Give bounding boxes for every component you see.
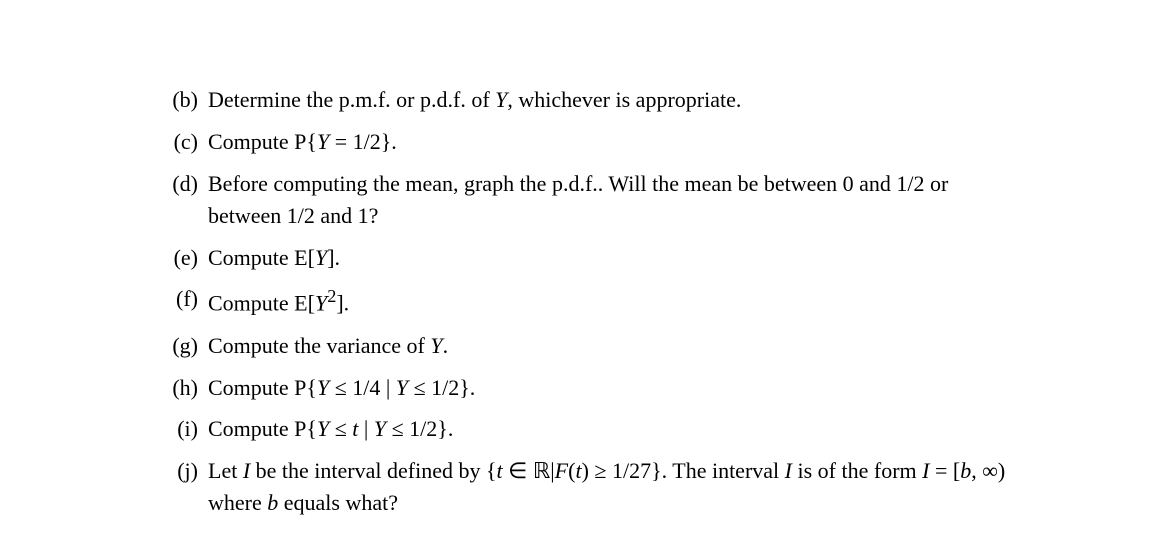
list-item: (b) Determine the p.m.f. or p.d.f. of Y,…	[160, 84, 1010, 116]
list-item: (j) Let I be the interval defined by {t …	[160, 455, 1010, 519]
item-body: Compute the variance of Y.	[208, 330, 1010, 362]
item-label: (i)	[160, 413, 208, 445]
item-label: (g)	[160, 330, 208, 362]
list-item: (f) Compute E[Y2].	[160, 283, 1010, 319]
problem-list: (b) Determine the p.m.f. or p.d.f. of Y,…	[0, 0, 1170, 519]
item-label: (h)	[160, 372, 208, 404]
item-body: Determine the p.m.f. or p.d.f. of Y, whi…	[208, 84, 1010, 116]
list-item: (e) Compute E[Y].	[160, 242, 1010, 274]
item-body: Compute P{Y ≤ 1/4 | Y ≤ 1/2}.	[208, 372, 1010, 404]
item-label: (f)	[160, 283, 208, 315]
list-item: (g) Compute the variance of Y.	[160, 330, 1010, 362]
list-item: (d) Before computing the mean, graph the…	[160, 168, 1010, 232]
item-label: (c)	[160, 126, 208, 158]
item-label: (d)	[160, 168, 208, 200]
item-body: Let I be the interval defined by {t ∈ ℝ|…	[208, 455, 1010, 519]
item-body: Compute E[Y].	[208, 242, 1010, 274]
item-body: Compute P{Y ≤ t | Y ≤ 1/2}.	[208, 413, 1010, 445]
list-item: (c) Compute P{Y = 1/2}.	[160, 126, 1010, 158]
item-label: (j)	[160, 455, 208, 487]
item-body: Compute P{Y = 1/2}.	[208, 126, 1010, 158]
item-body: Compute E[Y2].	[208, 283, 1010, 319]
item-body: Before computing the mean, graph the p.d…	[208, 168, 1010, 232]
item-label: (b)	[160, 84, 208, 116]
list-item: (i) Compute P{Y ≤ t | Y ≤ 1/2}.	[160, 413, 1010, 445]
item-label: (e)	[160, 242, 208, 274]
list-item: (h) Compute P{Y ≤ 1/4 | Y ≤ 1/2}.	[160, 372, 1010, 404]
